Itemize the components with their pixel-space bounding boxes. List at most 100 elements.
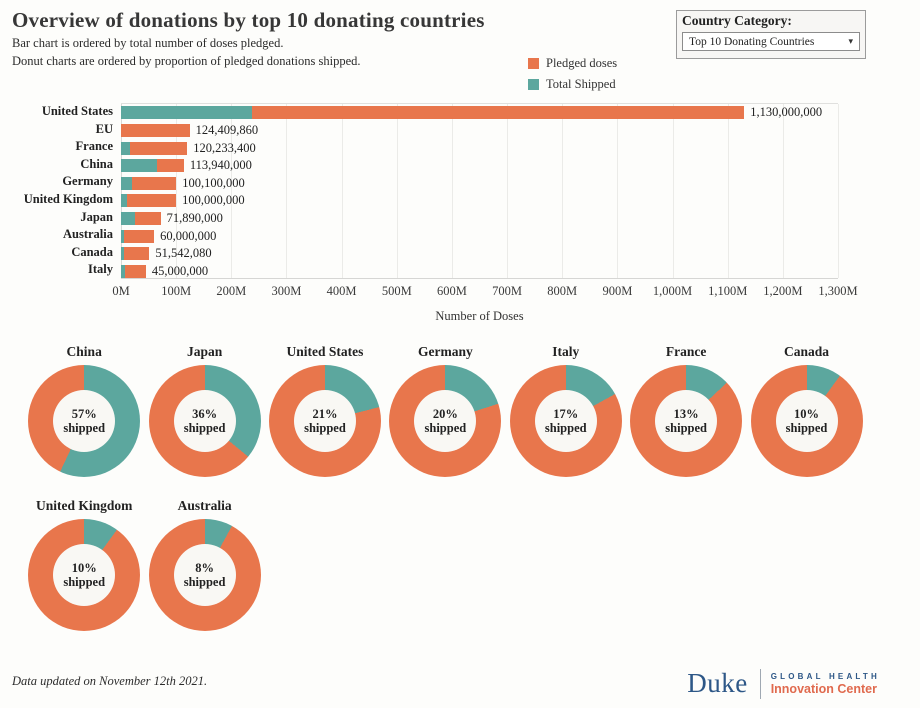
- bar-category-label: China: [80, 156, 113, 171]
- bar-plot: 1,130,000,000 124,409,860 120,233,400 113,9…: [121, 103, 839, 279]
- donut-center-percent: 20%: [432, 407, 458, 421]
- bar-pledged-segment[interactable]: [125, 264, 146, 278]
- gridline: [451, 104, 453, 278]
- bar-pledged-segment[interactable]: [156, 159, 184, 173]
- donut-chart[interactable]: 17% shipped: [509, 365, 622, 477]
- donut-chart[interactable]: 36% shipped: [148, 365, 261, 477]
- duke-wordmark: Duke: [687, 668, 748, 698]
- donut-center-label: shipped: [63, 421, 106, 435]
- bar-category-label: United Kingdom: [23, 191, 113, 206]
- bar-row: 100,100,000: [121, 176, 245, 190]
- donut-center-label: shipped: [183, 421, 226, 435]
- donut-chart[interactable]: 10% shipped: [28, 519, 141, 631]
- legend-item-label: Total Shipped: [546, 77, 616, 91]
- gridline: [727, 104, 729, 278]
- donut-cell-united-kingdom: United Kingdom 10% shipped: [24, 498, 144, 631]
- x-axis-tick-label: 1,100M: [708, 284, 748, 298]
- donut-center-percent: 10%: [794, 407, 820, 421]
- bar-pledged-segment[interactable]: [135, 211, 161, 225]
- donut-title: France: [665, 344, 707, 359]
- x-axis-tick-label: 1,300M: [818, 284, 858, 298]
- donut-chart[interactable]: 8% shipped: [148, 519, 261, 631]
- donut-hole: 10% shipped: [775, 390, 838, 452]
- bar-shipped-segment[interactable]: [121, 194, 127, 208]
- legend-swatch-icon: [528, 79, 539, 90]
- bar-category-label: Australia: [63, 227, 113, 242]
- donut-hole: 36% shipped: [173, 390, 236, 452]
- donut-row-1: China 57% shipped Japan 36% shipped United Sta…: [24, 344, 867, 477]
- bar-pledged-segment[interactable]: [132, 176, 177, 190]
- donut-title: Japan: [186, 344, 223, 359]
- bar-category-label: Canada: [71, 244, 113, 259]
- chevron-down-icon: ▾: [848, 36, 853, 46]
- bar-category-label: Italy: [88, 262, 113, 277]
- donut-cell-japan: Japan 36% shipped: [144, 344, 264, 477]
- donut-hole: 10% shipped: [53, 544, 116, 606]
- gridline: [782, 104, 784, 278]
- bar-pledged-segment[interactable]: [126, 194, 177, 208]
- bar-pledged-segment[interactable]: [121, 123, 190, 137]
- bar-shipped-segment[interactable]: [121, 211, 136, 225]
- bar-shipped-segment[interactable]: [121, 159, 157, 173]
- donut-chart[interactable]: 21% shipped: [268, 365, 381, 477]
- gridline: [341, 104, 343, 278]
- bar-category-label: France: [75, 139, 113, 154]
- subtitle-line-1: Bar chart is ordered by total number of …: [12, 36, 284, 50]
- donut-hole: 8% shipped: [173, 544, 236, 606]
- donut-chart[interactable]: 10% shipped: [750, 365, 863, 477]
- donut-chart[interactable]: 13% shipped: [630, 365, 743, 477]
- logo-text-block: GLOBAL HEALTH Innovation Center: [771, 672, 880, 696]
- donut-center-label: shipped: [304, 421, 346, 435]
- donut-title: Australia: [177, 498, 232, 513]
- legend-swatch-icon: [528, 58, 539, 69]
- gridline: [121, 104, 122, 278]
- donut-hole: 20% shipped: [414, 390, 477, 452]
- bar-value-label: 113,940,000: [189, 158, 252, 173]
- donut-cell-germany: Germany 20% shipped: [385, 344, 505, 477]
- gridline: [562, 104, 564, 278]
- donut-title: United States: [286, 344, 364, 359]
- bar-shipped-segment[interactable]: [121, 141, 130, 155]
- bar-pledged-segment[interactable]: [123, 229, 155, 243]
- donut-center-percent: 17%: [553, 407, 579, 421]
- x-axis-tick-label: 0M: [112, 284, 130, 298]
- country-category-dropdown[interactable]: Top 10 Donating Countries ▾: [682, 32, 860, 51]
- donut-chart[interactable]: 20% shipped: [389, 365, 502, 477]
- bar-shipped-segment[interactable]: [121, 176, 133, 190]
- bar-category-labels: United States EU France China Germany United …: [0, 103, 113, 279]
- donut-hole: 57% shipped: [53, 390, 116, 452]
- donut-center-label: shipped: [544, 421, 587, 435]
- donut-title: Italy: [552, 344, 580, 359]
- bar-shipped-segment[interactable]: [121, 264, 126, 278]
- x-axis-tick-label: 300M: [271, 284, 302, 298]
- donut-cell-australia: Australia 8% shipped: [144, 498, 264, 631]
- donut-cell-canada: Canada 10% shipped: [746, 344, 866, 477]
- gridline: [838, 104, 839, 278]
- legend-item-1[interactable]: Total Shipped: [528, 77, 617, 92]
- donut-center-percent: 8%: [195, 561, 214, 575]
- donut-title: United Kingdom: [35, 498, 133, 513]
- donut-center-label: shipped: [63, 575, 106, 589]
- donut-chart[interactable]: 57% shipped: [28, 365, 141, 477]
- logo-divider: [759, 668, 761, 699]
- gridline: [231, 104, 233, 278]
- bar-row: 124,409,860: [121, 123, 258, 137]
- bar-value-label: 100,000,000: [182, 193, 245, 208]
- x-axis-tick-label: 1,200M: [763, 284, 803, 298]
- legend-item-0[interactable]: Pledged doses: [528, 56, 617, 71]
- bar-shipped-segment[interactable]: [121, 106, 252, 120]
- bar-row: 120,233,400: [121, 140, 256, 155]
- doses-bar-chart: United States EU France China Germany United …: [0, 103, 920, 323]
- legend-item-label: Pledged doses: [546, 56, 618, 70]
- bar-shipped-segment[interactable]: [121, 247, 124, 261]
- donut-hole: 13% shipped: [655, 390, 718, 452]
- bar-row: 100,000,000: [121, 193, 245, 208]
- bar-shipped-segment[interactable]: [121, 229, 124, 243]
- gridline: [396, 104, 398, 278]
- donut-center-label: shipped: [424, 421, 467, 435]
- bar-pledged-segment[interactable]: [123, 247, 150, 261]
- bar-value-label: 120,233,400: [193, 140, 256, 155]
- bar-pledged-segment[interactable]: [251, 106, 745, 120]
- bar-value-label: 51,542,080: [155, 246, 212, 261]
- bar-pledged-segment[interactable]: [129, 141, 188, 155]
